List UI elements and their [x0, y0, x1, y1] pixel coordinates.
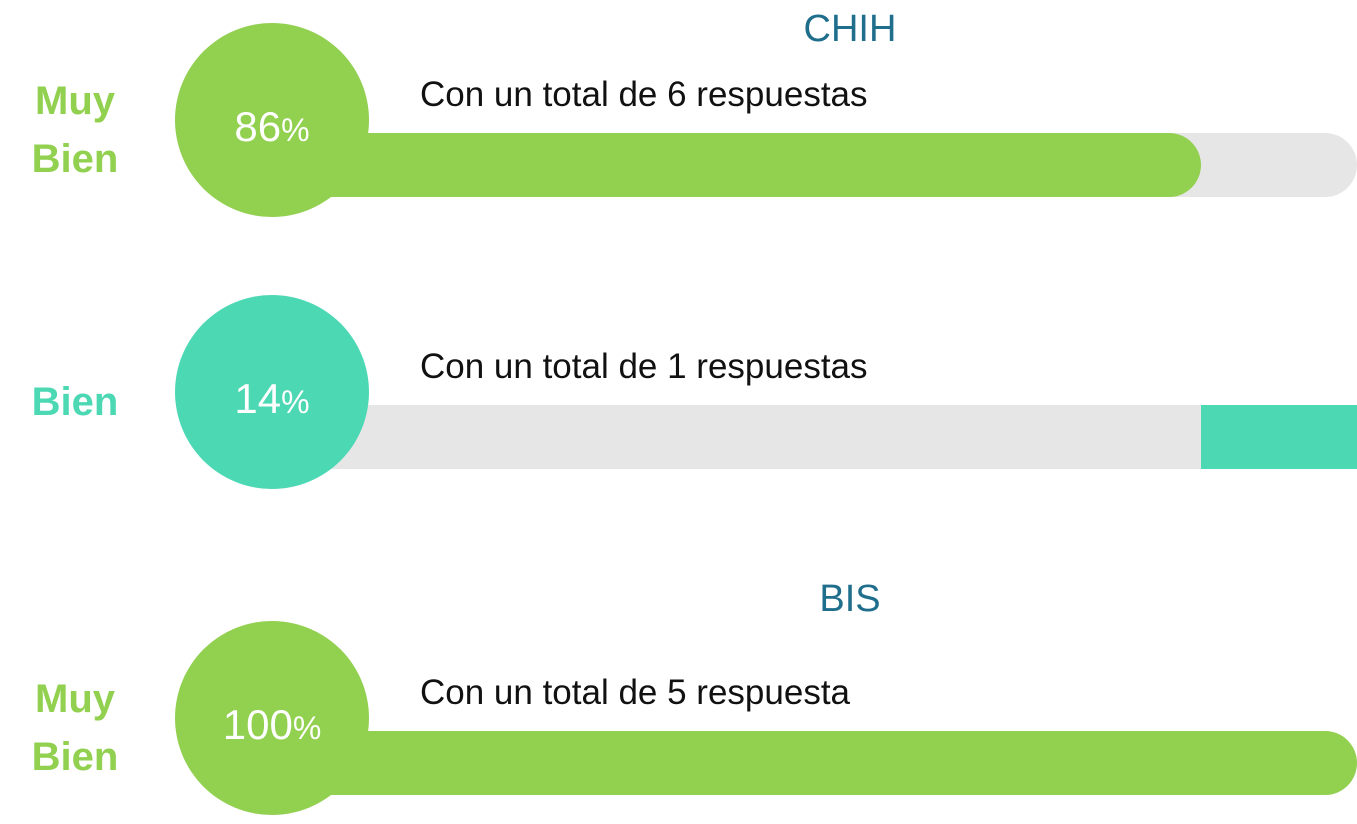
bar — [1200, 405, 1357, 469]
caption: Con un total de 1 respuestas — [420, 347, 868, 386]
section-title: CHIH — [803, 8, 897, 50]
percent: 86% — [234, 103, 309, 151]
percent-unit: % — [292, 710, 322, 746]
label: Muy Bien — [31, 677, 119, 779]
label: Bien — [31, 380, 119, 424]
circle: 14% — [175, 295, 369, 489]
circle: 100% — [175, 621, 369, 815]
percent: 14% — [234, 375, 309, 423]
label: Muy Bien — [31, 79, 119, 181]
bar — [240, 133, 1201, 197]
percent-unit: % — [281, 384, 310, 420]
track — [240, 405, 1357, 469]
caption: Con un total de 6 respuestas — [420, 75, 868, 114]
percent-value: 14 — [234, 375, 282, 422]
percent-unit: % — [281, 112, 310, 148]
section-title: BIS — [819, 578, 881, 620]
percent-value: 86 — [234, 103, 282, 150]
circle: 86% — [175, 23, 369, 217]
caption: Con un total de 5 respuesta — [420, 673, 851, 712]
percent: 100% — [223, 701, 322, 749]
bar — [240, 731, 1357, 795]
percent-value: 100 — [222, 701, 293, 748]
